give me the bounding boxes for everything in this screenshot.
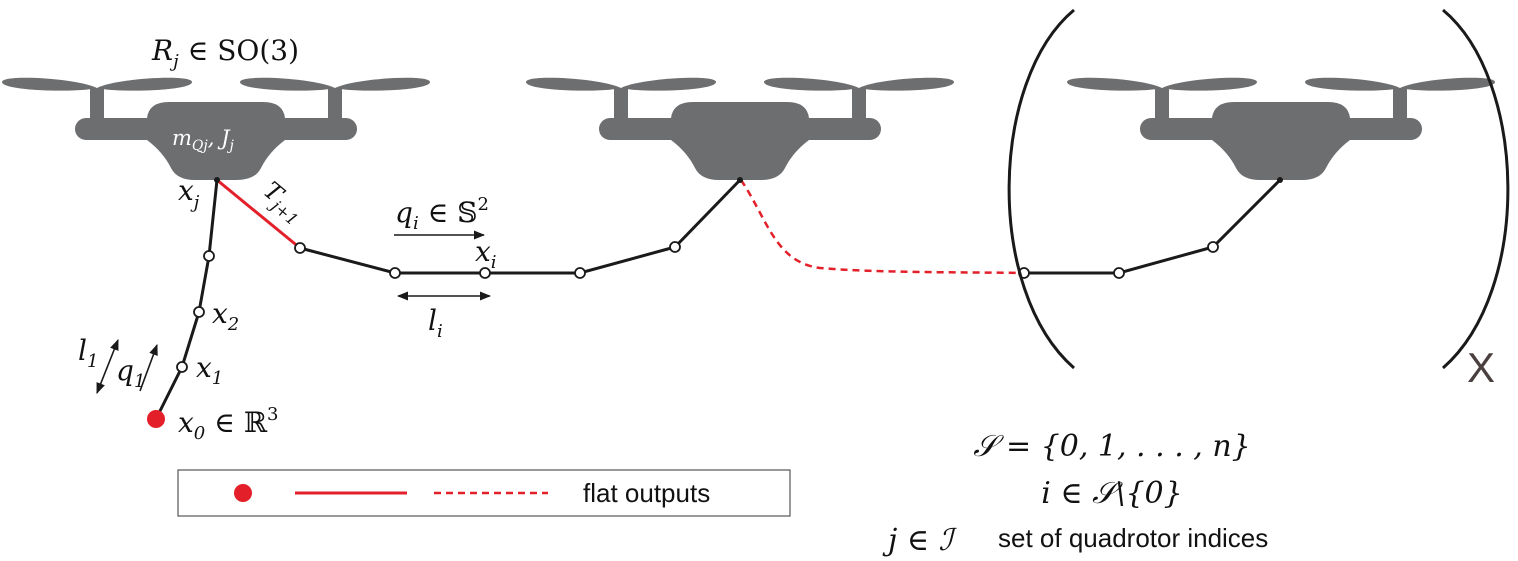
- label-x0: x0 ∈ ℝ3: [178, 404, 279, 444]
- node-x0: [147, 410, 165, 428]
- attach-point: [214, 177, 220, 183]
- set-s-definition: 𝒮 = {0, 1, . . . , n}: [973, 429, 1251, 464]
- index-j-text: set of quadrotor indices: [998, 523, 1268, 553]
- node: [574, 267, 586, 279]
- attach-point: [737, 177, 743, 183]
- label-q1: q1: [116, 354, 145, 392]
- node-x1: [176, 361, 188, 373]
- node: [389, 267, 401, 279]
- legend-dot: [234, 484, 252, 502]
- node-x2: [193, 306, 205, 318]
- node: [669, 241, 681, 253]
- label-li: li: [428, 304, 443, 342]
- node: [203, 250, 215, 262]
- label-qi: qi ∈ 𝕊2: [395, 194, 489, 234]
- label-l1: l1: [78, 334, 98, 372]
- multiplier-x: X: [1467, 344, 1495, 391]
- quadrotor-2: [526, 77, 954, 180]
- node: [1113, 267, 1125, 279]
- index-j-definition: j ∈ ℐ: [882, 523, 958, 558]
- node-xi: [479, 267, 491, 279]
- label-x1: x1: [196, 351, 223, 389]
- middle-cable: [299, 178, 742, 275]
- left-paren: [1007, 8, 1075, 370]
- label-tension: Tj+1: [256, 176, 311, 229]
- right-paren: [1442, 8, 1510, 370]
- right-cable: [1024, 178, 1282, 275]
- node: [294, 242, 306, 254]
- l1-arrow: [96, 338, 119, 395]
- label-xj: xj: [178, 174, 200, 213]
- label-rotation: Rj ∈ SO(3): [151, 34, 299, 72]
- quadrotor-3: [1067, 77, 1495, 180]
- label-x2: x2: [212, 297, 239, 335]
- q1-arrow: [139, 343, 158, 392]
- label-mass: mQj, Jj: [172, 126, 235, 154]
- tension-segment: [216, 178, 301, 250]
- dashed-flat-cable: [739, 179, 1025, 275]
- index-i-definition: i ∈ 𝒮\{0}: [1041, 476, 1182, 511]
- legend-text: flat outputs: [583, 478, 710, 508]
- attach-point: [1277, 177, 1283, 183]
- node: [1207, 241, 1219, 253]
- label-xi: xi: [475, 235, 497, 273]
